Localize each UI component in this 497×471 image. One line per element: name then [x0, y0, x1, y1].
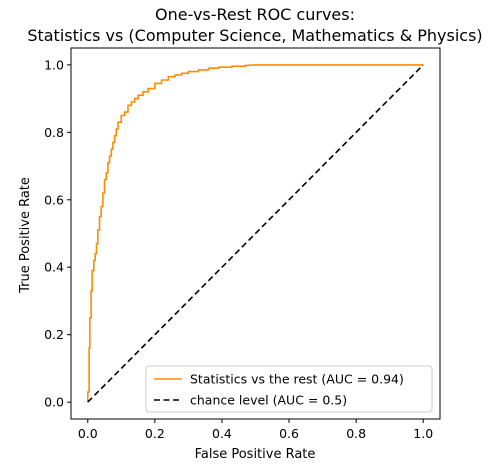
plot-frame — [70, 47, 441, 420]
legend-label-0: Statistics vs the rest (AUC = 0.94) — [190, 372, 404, 387]
series-line-1 — [87, 64, 424, 403]
y-tick-label: 0.4 — [44, 260, 64, 275]
y-tick-label: 0.6 — [44, 192, 64, 207]
y-axis-ticks: 0.0 0.2 0.4 0.6 0.8 1.0 — [44, 57, 71, 410]
y-axis-label: True Positive Rate — [18, 177, 33, 294]
x-axis-ticks: 0.0 0.2 0.4 0.6 0.8 1.0 — [78, 419, 433, 441]
legend-box — [145, 365, 433, 413]
series-line-0 — [87, 64, 424, 403]
chart-title-line-1: One-vs-Rest ROC curves: — [155, 5, 355, 24]
y-tick-label: 0.0 — [44, 395, 64, 410]
x-tick-label: 0.8 — [346, 426, 366, 441]
y-tick-label: 0.8 — [44, 125, 64, 140]
y-tick-label: 1.0 — [44, 57, 64, 72]
x-tick-label: 0.0 — [78, 426, 98, 441]
plot-area — [70, 47, 441, 420]
legend: Statistics vs the rest (AUC = 0.94) chanc… — [145, 365, 433, 413]
legend-label-1: chance level (AUC = 0.5) — [190, 393, 347, 408]
x-tick-label: 1.0 — [413, 426, 433, 441]
x-tick-label: 0.6 — [279, 426, 299, 441]
x-tick-label: 0.2 — [145, 426, 165, 441]
series-layer — [87, 64, 424, 403]
chart-title-line-2: Statistics vs (Computer Science, Mathema… — [27, 26, 482, 45]
x-tick-label: 0.4 — [212, 426, 232, 441]
x-axis-label: False Positive Rate — [195, 447, 316, 462]
y-tick-label: 0.2 — [44, 327, 64, 342]
